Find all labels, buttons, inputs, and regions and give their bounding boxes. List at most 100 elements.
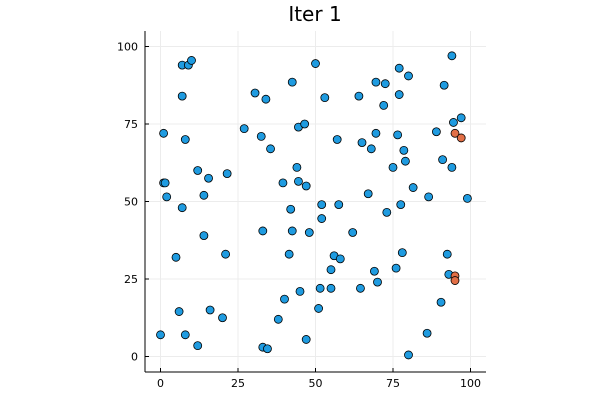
scatter-point xyxy=(408,183,418,192)
scatter-point xyxy=(284,249,294,259)
scatter-point xyxy=(447,162,457,172)
chart-title: Iter 1 xyxy=(288,2,341,26)
scatter-point xyxy=(394,63,404,73)
scatter-point xyxy=(258,226,268,236)
scatter-point xyxy=(317,200,327,210)
scatter-point xyxy=(438,155,448,165)
scatter-point xyxy=(287,226,297,236)
scatter-point xyxy=(366,144,376,154)
scatter-point xyxy=(286,204,296,214)
scatter-point xyxy=(204,173,213,183)
scatter-point xyxy=(326,265,336,275)
scatter-point xyxy=(456,133,466,143)
scatter-point xyxy=(304,228,314,237)
scatter-point xyxy=(394,90,404,99)
scatter-point xyxy=(301,181,311,191)
scatter-point xyxy=(422,328,432,338)
grid xyxy=(145,31,486,372)
scatter-point xyxy=(379,101,389,110)
scatter-point xyxy=(373,277,382,287)
scatter-point xyxy=(450,128,460,138)
scatter-point xyxy=(239,124,249,134)
scatter-point xyxy=(397,248,407,258)
scatter-point xyxy=(462,193,472,203)
scatter-point xyxy=(393,130,403,140)
x-tick-label: 100 xyxy=(460,377,481,390)
scatter-point xyxy=(371,128,381,138)
scatter-point xyxy=(311,59,320,68)
scatter-point xyxy=(266,144,275,154)
x-tick-label: 25 xyxy=(231,377,245,390)
scatter-point xyxy=(292,162,302,172)
scatter-point xyxy=(391,263,401,273)
y-tick-label: 100 xyxy=(117,41,138,54)
scatter-point xyxy=(162,192,172,202)
scatter-point xyxy=(424,192,434,202)
x-tick-label: 75 xyxy=(386,377,400,390)
scatter-point xyxy=(357,138,367,148)
scatter-point xyxy=(356,283,365,293)
scatter-point xyxy=(177,91,187,101)
tick-labels: 0 25 50 75 100 0 25 50 75 100 xyxy=(117,41,481,391)
scatter-point xyxy=(300,119,310,129)
x-tick-label: 50 xyxy=(309,377,323,390)
scatter-point xyxy=(431,127,441,137)
scatter-point xyxy=(314,304,324,313)
scatter-point xyxy=(396,200,406,210)
scatter-point xyxy=(382,207,392,217)
scatter-point xyxy=(326,283,336,293)
scatter-point xyxy=(363,189,373,199)
scatter-point xyxy=(295,286,305,296)
scatter-point xyxy=(159,128,169,138)
scatter-point xyxy=(261,94,271,104)
scatter-point xyxy=(294,176,303,186)
data-points xyxy=(156,51,472,360)
scatter-point xyxy=(354,91,364,101)
scatter-point xyxy=(193,341,203,351)
scatter-point xyxy=(400,156,410,166)
scatter-point xyxy=(280,294,289,304)
scatter-point xyxy=(193,166,203,175)
scatter-point xyxy=(222,169,232,179)
scatter-point xyxy=(456,113,466,123)
scatter-point xyxy=(388,162,398,172)
scatter-point xyxy=(199,190,209,200)
scatter-point xyxy=(371,77,381,87)
scatter-point xyxy=(447,51,457,61)
scatter-point xyxy=(334,200,344,210)
y-tick-label: 25 xyxy=(124,273,138,286)
scatter-point xyxy=(449,118,458,127)
scatter-point xyxy=(436,297,446,307)
y-tick-label: 0 xyxy=(131,351,138,364)
scatter-point xyxy=(317,214,327,223)
scatter-point xyxy=(273,314,283,324)
scatter-point xyxy=(205,305,215,315)
scatter-point xyxy=(404,71,413,81)
scatter-point xyxy=(335,254,345,264)
scatter-point xyxy=(287,77,297,87)
scatter-point xyxy=(404,350,413,360)
scatter-point xyxy=(442,249,452,259)
scatter-point xyxy=(174,307,184,316)
scatter-point xyxy=(180,135,190,144)
scatter-point xyxy=(278,178,288,188)
scatter-point xyxy=(320,93,330,103)
scatter-point xyxy=(221,249,231,259)
scatter-point xyxy=(187,56,196,65)
scatter-point xyxy=(301,335,311,344)
y-tick-label: 75 xyxy=(124,118,138,131)
scatter-point xyxy=(199,231,209,241)
scatter-point xyxy=(263,344,272,354)
scatter-point xyxy=(439,80,449,90)
scatter-point xyxy=(156,330,165,340)
scatter-point xyxy=(160,178,170,188)
scatter-point xyxy=(332,135,342,144)
scatter-point xyxy=(380,79,390,89)
y-tick-label: 50 xyxy=(124,196,138,209)
scatter-point xyxy=(399,145,409,155)
scatter-point xyxy=(450,276,460,285)
scatter-point xyxy=(218,313,227,323)
scatter-point xyxy=(369,266,379,276)
axes xyxy=(144,31,486,373)
